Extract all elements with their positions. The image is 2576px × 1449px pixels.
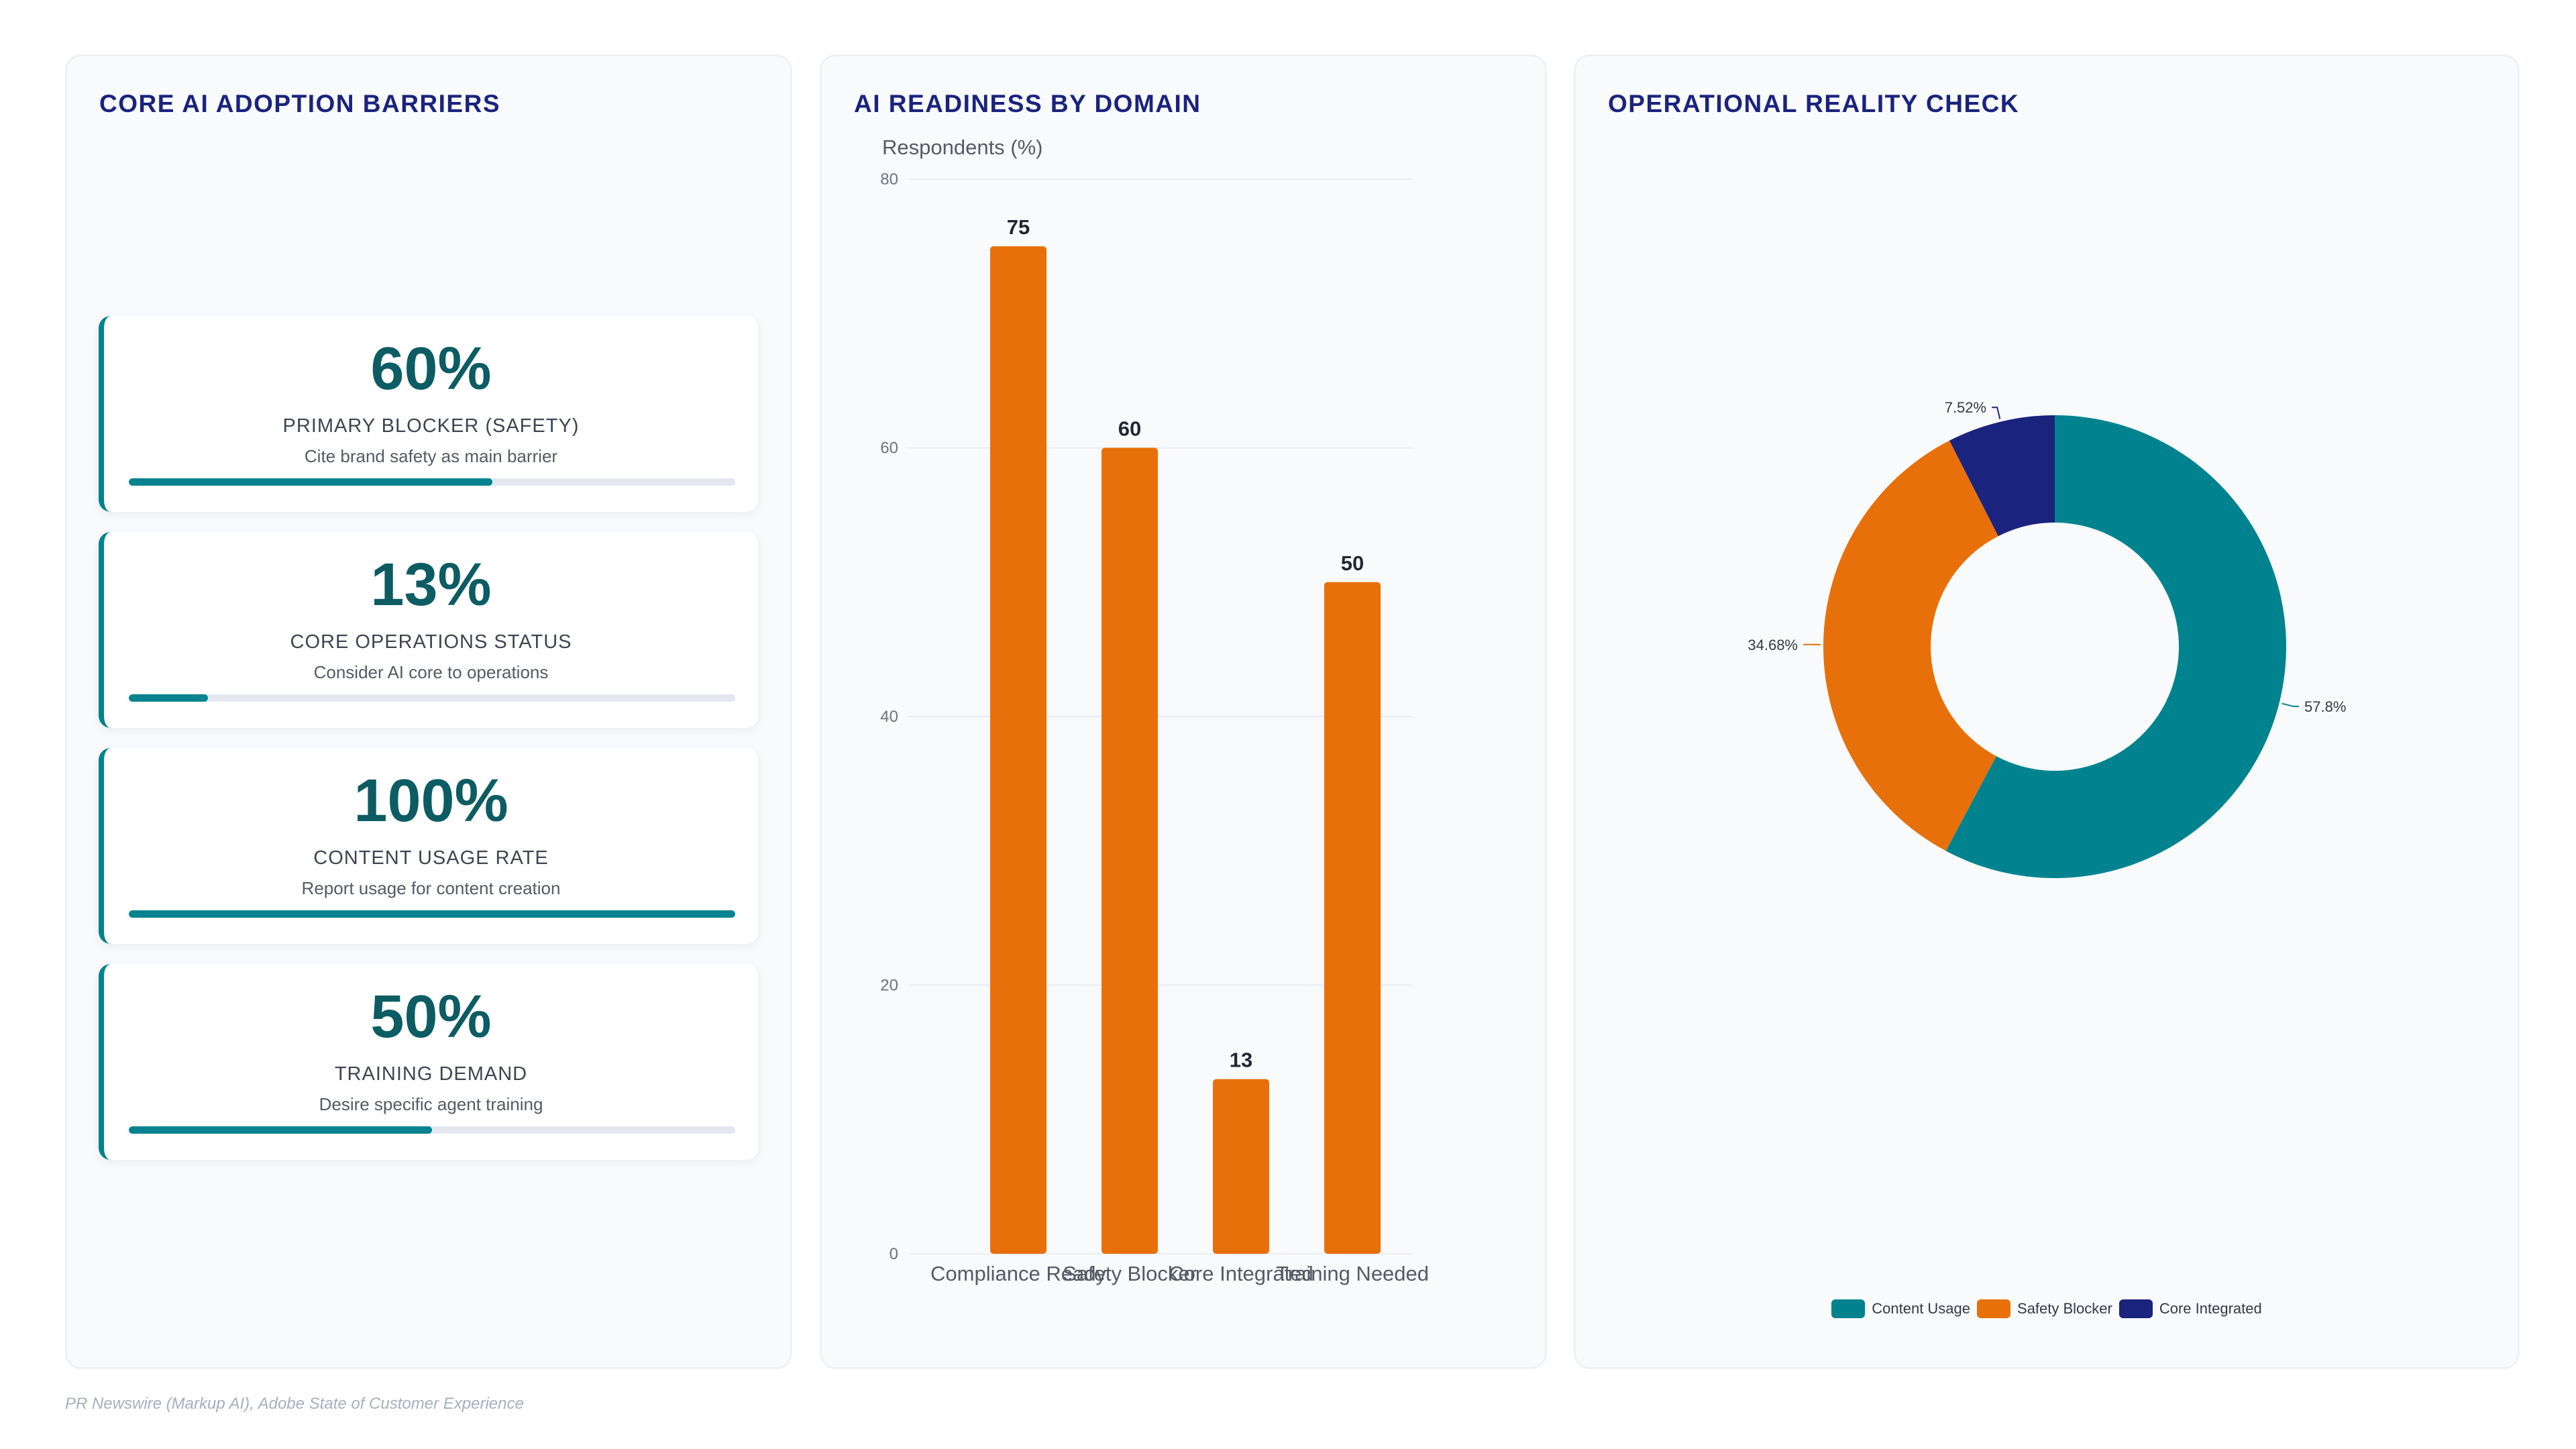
bar bbox=[990, 246, 1046, 1254]
readiness-title: AI READINESS BY DOMAIN bbox=[854, 90, 1201, 117]
source-footer: PR Newswire (Markup AI), Adobe State of … bbox=[65, 1395, 524, 1413]
legend-item: Core Integrated bbox=[2118, 1299, 2262, 1318]
kpi-description: Cite brand safety as main barrier bbox=[304, 446, 558, 466]
legend-swatch bbox=[2118, 1299, 2153, 1318]
kpi-value: 13% bbox=[370, 551, 492, 619]
donut-slice-label: 7.52% bbox=[1945, 399, 1986, 416]
kpi-value: 50% bbox=[370, 983, 492, 1051]
bar bbox=[1324, 582, 1381, 1254]
donut-slice-label: 57.8% bbox=[2304, 698, 2346, 715]
kpi-description: Desire specific agent training bbox=[319, 1094, 543, 1114]
legend-item: Safety Blocker bbox=[1977, 1299, 2112, 1318]
y-tick-label: 60 bbox=[880, 439, 898, 458]
kpi-label: CONTENT USAGE RATE bbox=[313, 847, 549, 869]
kpi-progress-fill bbox=[129, 478, 493, 486]
kpi-progress-fill bbox=[129, 1126, 432, 1134]
kpi-progress-track bbox=[129, 1126, 735, 1134]
kpi-card-safety: 60% PRIMARY BLOCKER (SAFETY) Cite brand … bbox=[99, 316, 758, 512]
bar-value-label: 50 bbox=[1341, 551, 1364, 575]
legend-label: Core Integrated bbox=[2159, 1300, 2262, 1317]
kpi-progress-track bbox=[129, 694, 735, 702]
kpi-label: CORE OPERATIONS STATUS bbox=[290, 631, 572, 653]
readiness-panel: AI READINESS BY DOMAIN Respondents (%) 0 2… bbox=[820, 54, 1547, 1369]
x-category-label: Core Integrated bbox=[1169, 1262, 1313, 1285]
x-category-label: Safety Blocker bbox=[1063, 1262, 1197, 1285]
kpi-label: PRIMARY BLOCKER (SAFETY) bbox=[282, 415, 580, 437]
kpi-card-core-operations: 13% CORE OPERATIONS STATUS Consider AI c… bbox=[99, 532, 758, 728]
kpi-value: 100% bbox=[354, 767, 508, 835]
donut-slice bbox=[1949, 415, 2055, 537]
legend-label: Safety Blocker bbox=[2017, 1300, 2112, 1317]
kpi-progress-track bbox=[129, 910, 735, 918]
legend-label: Content Usage bbox=[1872, 1300, 1971, 1317]
bar-value-label: 13 bbox=[1230, 1049, 1252, 1072]
y-axis-label: Respondents (%) bbox=[882, 136, 1043, 159]
kpi-description: Consider AI core to operations bbox=[313, 662, 549, 682]
bar bbox=[1102, 447, 1158, 1254]
kpi-progress-track bbox=[129, 478, 735, 486]
kpi-card-training: 50% TRAINING DEMAND Desire specific agen… bbox=[99, 964, 758, 1160]
donut-slice bbox=[1945, 415, 2286, 878]
y-tick-label: 20 bbox=[880, 977, 898, 995]
donut-leader-line bbox=[2282, 702, 2300, 708]
kpi-value: 60% bbox=[370, 335, 492, 402]
y-tick-label: 40 bbox=[880, 708, 898, 726]
y-tick-label: 0 bbox=[890, 1245, 898, 1263]
donut-leader-line bbox=[1992, 407, 2001, 419]
reality-check-title: OPERATIONAL REALITY CHECK bbox=[1608, 90, 2020, 117]
x-category-label: Training Needed bbox=[1276, 1262, 1429, 1285]
adoption-barriers-title: CORE AI ADOPTION BARRIERS bbox=[99, 90, 501, 117]
kpi-card-content-usage: 100% CONTENT USAGE RATE Report usage for… bbox=[99, 748, 758, 944]
reality-check-donut-chart: 57.8% 34.68% 7.52% bbox=[1748, 399, 2346, 878]
x-category-label: Compliance Ready bbox=[930, 1262, 1106, 1285]
legend-swatch bbox=[1977, 1299, 2011, 1318]
bar-value-label: 75 bbox=[1007, 215, 1030, 239]
bar bbox=[1213, 1079, 1269, 1254]
kpi-progress-fill bbox=[129, 694, 208, 702]
bar-value-label: 60 bbox=[1118, 417, 1141, 441]
donut-legend: Content Usage Safety Blocker Core Integrat… bbox=[1576, 1299, 2518, 1318]
legend-item: Content Usage bbox=[1831, 1299, 1970, 1318]
kpi-progress-fill bbox=[129, 910, 735, 918]
kpi-label: TRAINING DEMAND bbox=[334, 1063, 528, 1085]
legend-swatch bbox=[1831, 1299, 1866, 1318]
readiness-bar-chart: Respondents (%) 0 20 40 60 80 75 Compliance Rea… bbox=[880, 136, 1429, 1285]
donut-slice bbox=[1823, 440, 1998, 851]
y-tick-label: 80 bbox=[880, 170, 898, 189]
reality-check-panel: OPERATIONAL REALITY CHECK 57.8% 34.68% 7.5… bbox=[1574, 54, 2520, 1369]
kpi-description: Report usage for content creation bbox=[301, 878, 561, 898]
adoption-barriers-panel: CORE AI ADOPTION BARRIERS 60% PRIMARY BL… bbox=[65, 54, 792, 1369]
donut-slice-label: 34.68% bbox=[1748, 637, 1798, 653]
